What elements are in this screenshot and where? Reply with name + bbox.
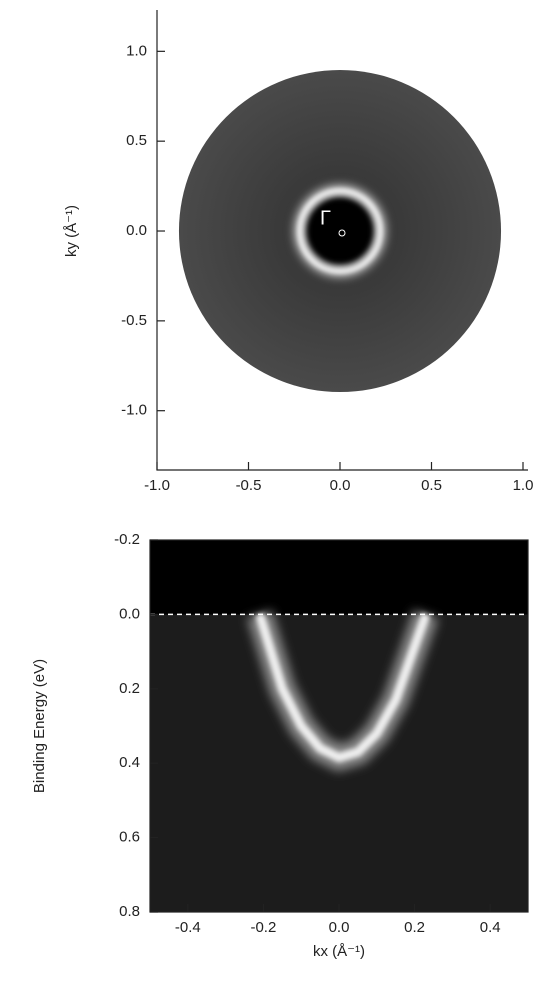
y-tick-label: 0.5: [126, 132, 147, 149]
y-tick-label: -1.0: [121, 402, 147, 419]
y-tick-label: -0.2: [114, 531, 140, 548]
above-fermi: [150, 540, 528, 615]
y-tick-label: 0.6: [119, 829, 140, 846]
x-tick-label: 0.0: [330, 477, 351, 494]
y-tick-label: 0.0: [126, 222, 147, 239]
x-tick-label: 0.4: [480, 919, 501, 936]
x-tick-label: 0.0: [329, 919, 350, 936]
x-tick-label: -0.2: [250, 919, 276, 936]
x-tick-label: -1.0: [144, 477, 170, 494]
y-axis-label: ky (Å⁻¹): [63, 205, 80, 257]
y-tick-label: 1.0: [126, 42, 147, 59]
pocket: [297, 188, 383, 274]
y-tick-label: 0.8: [119, 903, 140, 920]
x-tick-label: -0.5: [236, 477, 262, 494]
x-tick-label: 0.5: [421, 477, 442, 494]
y-axis-label: Binding Energy (eV): [31, 659, 48, 793]
band: [255, 612, 431, 763]
y-tick-label: 0.4: [119, 754, 140, 771]
gamma-label: Γ: [320, 207, 331, 229]
y-tick-label: 0.2: [119, 680, 140, 697]
x-axis-label: kx (Å⁻¹): [313, 943, 365, 960]
x-tick-label: 0.2: [404, 919, 425, 936]
y-tick-label: 0.0: [119, 605, 140, 622]
x-tick-label: 1.0: [513, 477, 534, 494]
y-tick-label: -0.5: [121, 312, 147, 329]
gamma-point: [338, 229, 346, 237]
x-tick-label: -0.4: [175, 919, 201, 936]
